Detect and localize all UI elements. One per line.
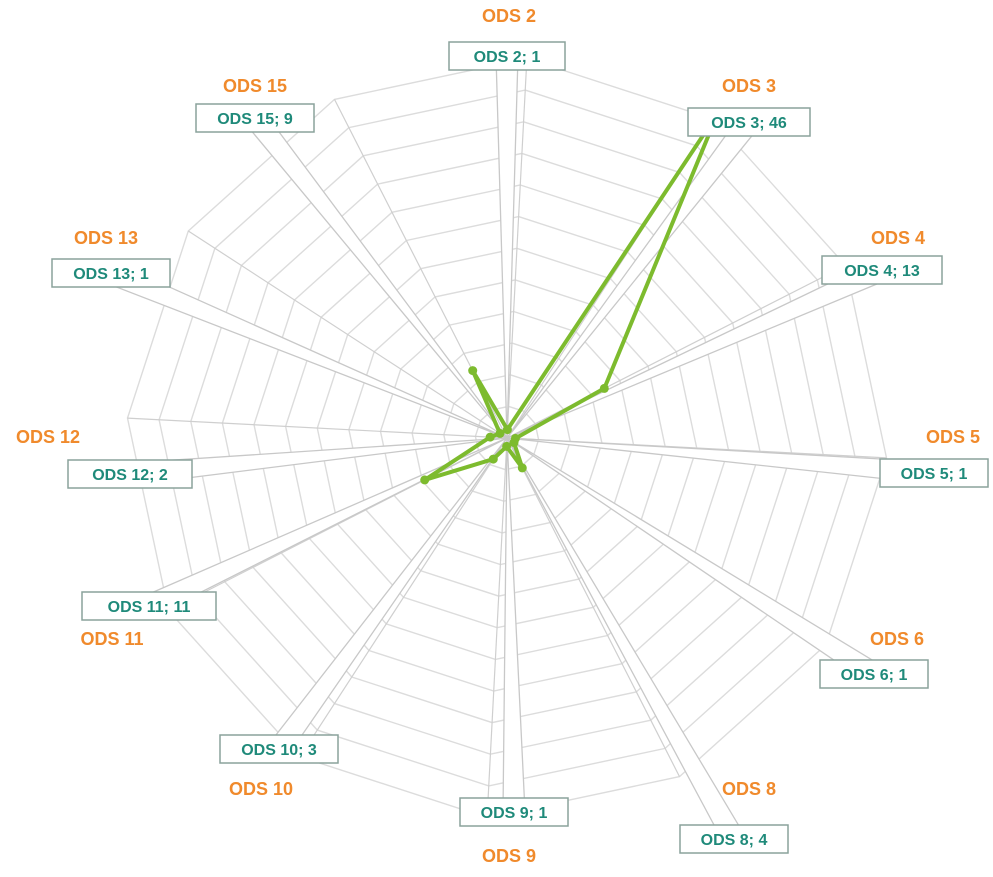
- category-label: ODS 15: [223, 76, 287, 96]
- category-label: ODS 6: [870, 629, 924, 649]
- data-label-box: [81, 591, 217, 621]
- label-leader: [506, 437, 745, 846]
- data-label: ODS 2; 1: [474, 49, 541, 66]
- data-point: [485, 432, 495, 442]
- data-label: ODS 11; 11: [108, 599, 191, 616]
- data-label-box: [459, 797, 569, 827]
- data-point: [509, 438, 519, 448]
- data-label-box: [448, 41, 566, 71]
- data-label-box: [821, 255, 943, 285]
- data-point: [488, 454, 498, 464]
- data-label-box: [879, 458, 989, 488]
- label-leader: [506, 437, 881, 685]
- data-point: [468, 366, 478, 376]
- category-label: ODS 10: [229, 779, 293, 799]
- category-label: ODS 9: [482, 846, 536, 866]
- data-point: [502, 425, 512, 435]
- data-label: ODS 4; 13: [844, 263, 920, 280]
- data-label: ODS 12; 2: [92, 467, 168, 484]
- label-leader: [245, 110, 508, 439]
- label-leader: [269, 437, 508, 757]
- radar-labels: ODS 2 ODS 2; 1 ODS 3 ODS 3; 46 ODS 4 ODS 4; 1…: [16, 6, 989, 866]
- axis-spoke: [187, 230, 508, 439]
- data-label-box: [51, 258, 171, 288]
- radar-series: [420, 109, 722, 485]
- category-label: ODS 2: [482, 6, 536, 26]
- axis-spoke: [506, 437, 681, 777]
- axis-spoke: [299, 437, 508, 758]
- category-label: ODS 5: [926, 427, 980, 447]
- label-leader: [502, 437, 526, 813]
- axis-spoke: [486, 437, 508, 818]
- category-label: ODS 8: [722, 779, 776, 799]
- axis-spoke: [506, 58, 528, 439]
- data-label: ODS 6; 1: [841, 667, 908, 684]
- axis-spoke: [127, 417, 508, 439]
- data-label: ODS 13; 1: [73, 266, 149, 283]
- category-label: ODS 11: [80, 629, 143, 649]
- data-label: ODS 5; 1: [901, 466, 968, 483]
- category-label: ODS 13: [74, 228, 138, 248]
- category-label: ODS 12: [16, 427, 80, 447]
- data-label: ODS 8; 4: [701, 832, 768, 849]
- label-leaders: [105, 55, 936, 846]
- data-label: ODS 3; 46: [711, 115, 787, 132]
- data-point: [517, 463, 527, 473]
- data-label: ODS 9; 1: [481, 805, 548, 822]
- data-label-box: [687, 107, 811, 137]
- data-point: [420, 475, 430, 485]
- data-label: ODS 10; 3: [241, 742, 317, 759]
- category-label: ODS 4: [871, 228, 925, 248]
- category-label: ODS 3: [722, 76, 776, 96]
- data-label-box: [819, 659, 929, 689]
- label-leader: [495, 55, 519, 439]
- data-label-box: [219, 734, 339, 764]
- data-point: [502, 441, 512, 451]
- data-label-box: [67, 459, 193, 489]
- data-point: [599, 383, 609, 393]
- data-point: [495, 428, 505, 438]
- label-leader: [506, 114, 759, 439]
- data-label: ODS 15; 9: [217, 111, 293, 128]
- data-label-box: [195, 103, 315, 133]
- data-label-box: [679, 824, 789, 854]
